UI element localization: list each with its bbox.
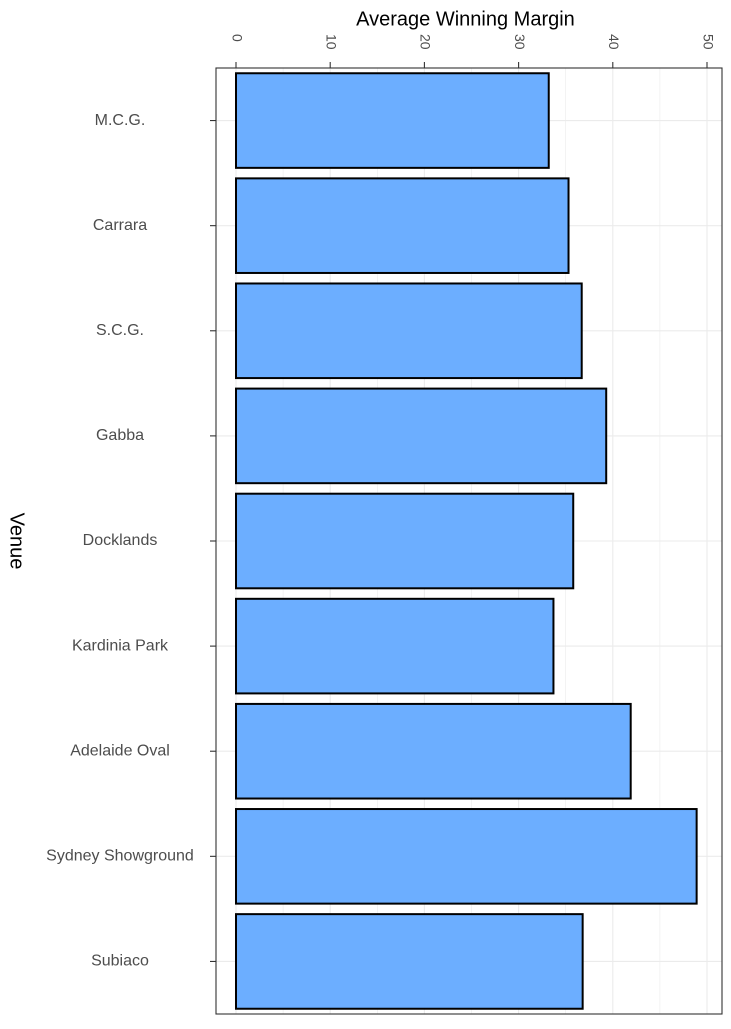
bar xyxy=(235,913,584,1010)
bar xyxy=(235,177,570,274)
y-tick-label: Adelaide Oval xyxy=(70,742,170,759)
bar xyxy=(235,72,550,169)
y-tick-label: Carrara xyxy=(93,217,147,234)
bar xyxy=(235,808,698,905)
bar xyxy=(235,387,608,485)
x-tick-label: 40 xyxy=(606,34,622,50)
y-tick-label: S.C.G. xyxy=(96,322,144,339)
bar-layer xyxy=(235,72,698,1010)
x-tick-label: 0 xyxy=(229,34,245,42)
bar xyxy=(235,282,583,380)
y-tick-label: Subiaco xyxy=(91,953,149,970)
x-tick-label: 30 xyxy=(512,34,528,50)
bar xyxy=(235,597,555,695)
y-tick-label: Kardinia Park xyxy=(72,637,169,654)
axis-layer: 0 10 20 30 40 50 M.C.G. Carrara S.C.G. Gabba Dockl… xyxy=(46,34,716,970)
y-tick-label: Gabba xyxy=(96,427,144,444)
y-tick-label: Docklands xyxy=(83,532,158,549)
y-tick-label: Sydney Showground xyxy=(46,848,194,865)
x-axis-title: Average Winning Margin xyxy=(356,8,575,30)
bar xyxy=(235,702,632,800)
x-tick-label: 50 xyxy=(700,34,716,50)
y-tick-label: M.C.G. xyxy=(95,112,146,129)
x-tick-label: 20 xyxy=(418,34,434,50)
bar xyxy=(235,492,575,590)
x-tick-label: 10 xyxy=(323,34,339,50)
y-axis-title: Venue xyxy=(6,513,28,570)
